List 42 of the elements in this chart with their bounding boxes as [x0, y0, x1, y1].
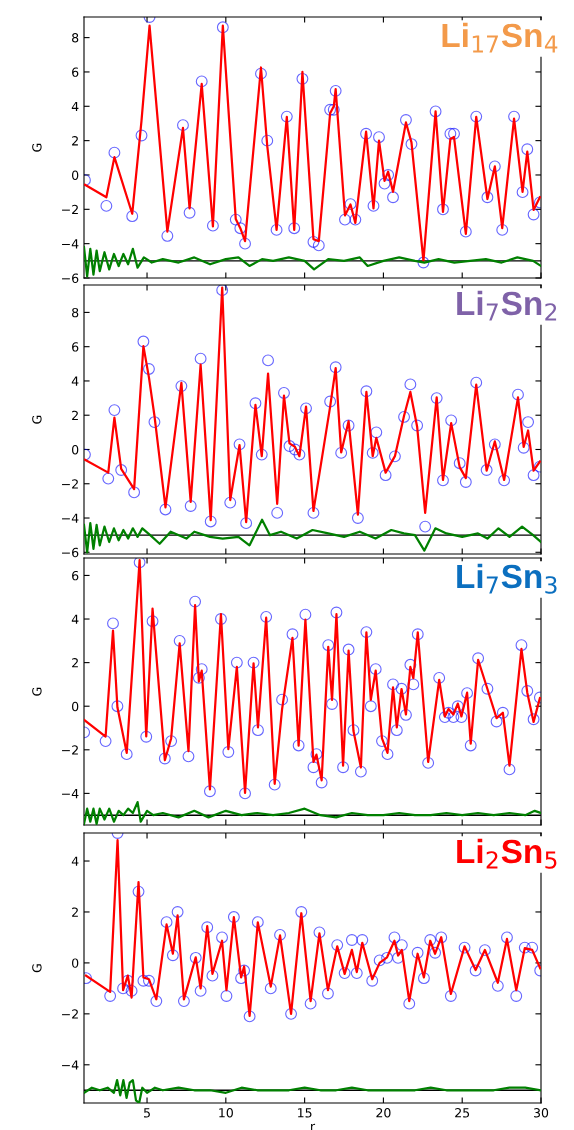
y-tick-label: 2	[72, 136, 78, 146]
y-tick-label: −4	[62, 513, 79, 523]
y-tick-label: −6	[62, 273, 79, 283]
x-tick-label: 10	[219, 1108, 233, 1118]
y-tick-label: 0	[72, 701, 79, 712]
y-tick-label: −2	[62, 479, 78, 489]
x-tick-label: 15	[298, 1108, 312, 1118]
y-tick-label: 4	[71, 376, 79, 386]
chart-title: Li$_{7}$Sn$_{2}$	[457, 290, 557, 321]
y-tick-label: 2	[72, 658, 78, 668]
y-tick-label: 0	[72, 170, 79, 180]
y-tick-label: −4	[62, 789, 79, 799]
chart-title: Li$_{7}$Sn$_{3}$	[457, 563, 557, 594]
y-axis-title: G	[32, 415, 42, 424]
y-tick-label: 4	[71, 101, 79, 112]
y-tick-label: −2	[62, 204, 78, 215]
y-tick-label: 0	[72, 444, 79, 455]
y-tick-label: 2	[72, 410, 78, 420]
y-axis-title: G	[32, 964, 42, 973]
y-tick-label: −4	[62, 1060, 79, 1070]
y-tick-label: 6	[72, 570, 79, 581]
y-tick-label: 8	[72, 33, 79, 43]
y-tick-label: −6	[62, 547, 79, 558]
y-tick-label: 8	[72, 307, 79, 318]
y-tick-label: 6	[72, 342, 79, 352]
x-tick-label: 20	[376, 1108, 391, 1118]
y-tick-label: −4	[62, 239, 79, 249]
y-tick-label: 2	[72, 907, 78, 917]
y-tick-label: −2	[62, 745, 78, 755]
y-tick-label: 0	[72, 958, 79, 968]
chart-title: Li$_{2}$Sn$_{5}$	[457, 838, 557, 869]
y-tick-label: 4	[71, 614, 79, 624]
chart-title: Li$_{17}$Sn$_{4}$	[442, 22, 558, 53]
x-tick-label: 30	[534, 1108, 549, 1118]
y-tick-label: 6	[72, 67, 79, 77]
y-axis-title: G	[32, 143, 42, 152]
y-tick-label: 4	[71, 856, 79, 866]
y-axis-title: G	[32, 687, 42, 696]
y-tick-label: −2	[62, 1009, 78, 1019]
x-axis-title: r	[311, 1123, 316, 1130]
x-tick-label: 25	[455, 1108, 470, 1118]
x-tick-label: 5	[144, 1108, 150, 1118]
